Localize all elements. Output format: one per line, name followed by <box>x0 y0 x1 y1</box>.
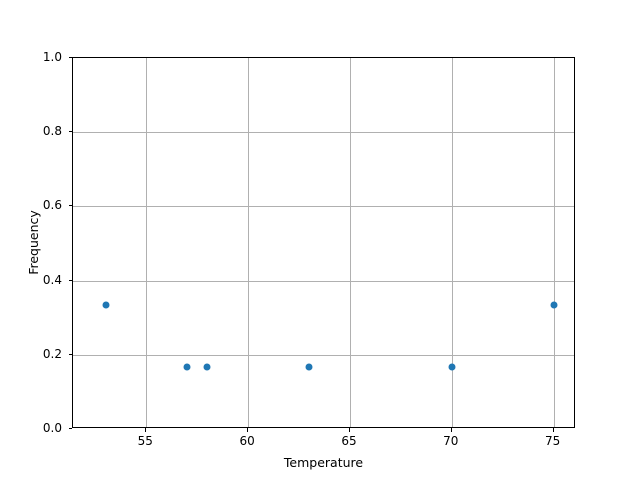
x-gridline <box>146 58 148 427</box>
x-gridline <box>248 58 250 427</box>
x-gridline <box>349 58 351 427</box>
y-axis-tick-label: 0.0 <box>42 421 62 435</box>
y-axis-tick <box>68 57 72 58</box>
y-axis-label: Frequency <box>26 210 41 275</box>
x-axis-tick <box>450 428 452 432</box>
x-axis-tick-label: 70 <box>443 434 459 448</box>
x-axis-tick <box>348 428 350 432</box>
x-axis-tick <box>552 428 554 432</box>
y-gridline <box>73 354 574 356</box>
y-axis-tick-label: 0.2 <box>42 346 62 361</box>
y-axis-tick <box>68 205 72 207</box>
y-axis-tick-label: 1.0 <box>42 50 62 64</box>
x-gridline <box>451 58 453 427</box>
y-gridline <box>73 206 574 208</box>
scatter-point <box>183 363 191 371</box>
x-axis-label: Temperature <box>283 455 364 470</box>
scatter-point <box>102 301 110 309</box>
x-axis-tick-label: 55 <box>137 434 153 448</box>
y-axis-tick-label: 0.6 <box>42 198 62 213</box>
x-axis-tick <box>247 428 249 432</box>
y-axis-tick <box>68 131 72 133</box>
scatter-point <box>203 363 211 371</box>
y-axis-tick <box>68 428 72 429</box>
y-axis-tick <box>68 353 72 355</box>
scatter-point <box>448 363 456 371</box>
x-axis-tick-label: 65 <box>341 434 357 448</box>
x-gridline <box>553 58 555 427</box>
y-axis-tick-label: 0.4 <box>42 272 62 287</box>
scatter-point <box>550 301 558 309</box>
y-axis-tick <box>68 279 72 281</box>
x-axis-tick-label: 60 <box>239 434 255 448</box>
x-axis-tick-label: 75 <box>544 434 561 448</box>
y-gridline <box>73 280 574 282</box>
x-axis-tick <box>145 428 147 432</box>
y-axis-tick-label: 0.8 <box>42 124 62 139</box>
scatter-point <box>305 363 313 371</box>
y-gridline <box>73 132 574 134</box>
plot-axes-area <box>72 57 575 428</box>
